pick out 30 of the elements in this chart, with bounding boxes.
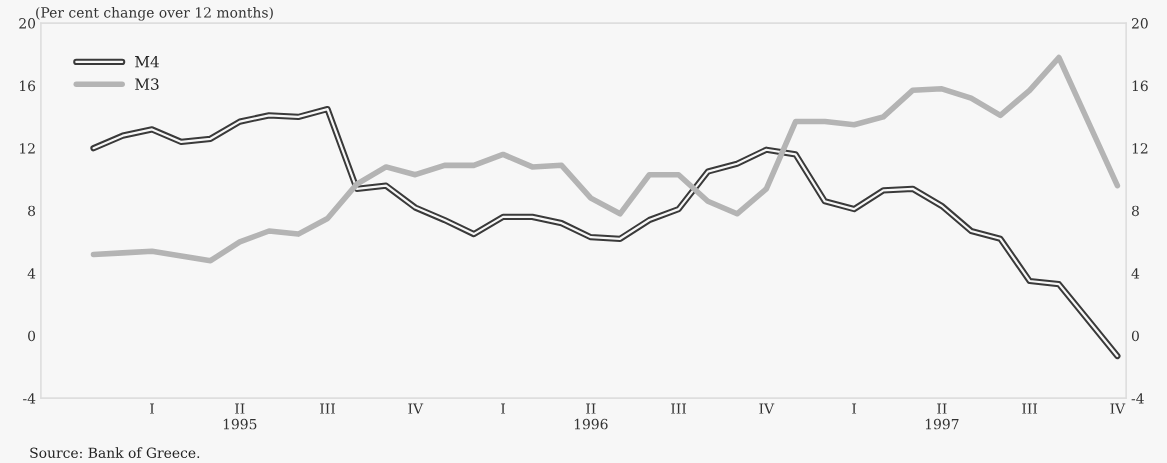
x-tick-label: III (1022, 403, 1038, 414)
x-tick-label: III (320, 403, 335, 414)
y-tick-label: 8 (28, 205, 36, 217)
y-tick-label: 0 (28, 330, 36, 342)
legend-label: M3 (135, 78, 159, 90)
x-tick-label: IV (408, 403, 424, 414)
y2-tick-label: 20 (1131, 18, 1148, 29)
x-tick-label: I (852, 403, 857, 414)
y-tick-label: 20 (19, 18, 36, 29)
y-tick-label: 12 (20, 143, 35, 154)
x-tick-label: I (501, 403, 506, 414)
source-note: Source: Bank of Greece. (30, 447, 200, 458)
y-tick-label: 4 (27, 268, 36, 279)
x-tick-label: II 1997 (925, 403, 959, 430)
y2-tick-label: 0 (1131, 330, 1139, 342)
x-tick-label: II 1995 (223, 403, 257, 430)
x-tick-label: IV (759, 403, 775, 414)
y2-tick-label: 8 (1131, 205, 1139, 217)
y2-tick-label: 4 (1131, 268, 1140, 279)
y-tick-label: -4 (23, 393, 36, 404)
x-tick-label: II 1996 (574, 403, 608, 430)
y-tick-label: 16 (20, 80, 36, 92)
chart-subtitle: (Per cent change over 12 months) (36, 6, 273, 21)
y2-tick-label: 16 (1132, 80, 1148, 92)
legend-label: M4 (135, 55, 159, 68)
x-tick-label: I (150, 403, 154, 414)
y2-tick-label: -4 (1131, 393, 1144, 404)
y2-tick-label: 12 (1132, 143, 1148, 154)
x-tick-label: III (671, 403, 687, 414)
x-tick-label: IV (1110, 403, 1126, 414)
